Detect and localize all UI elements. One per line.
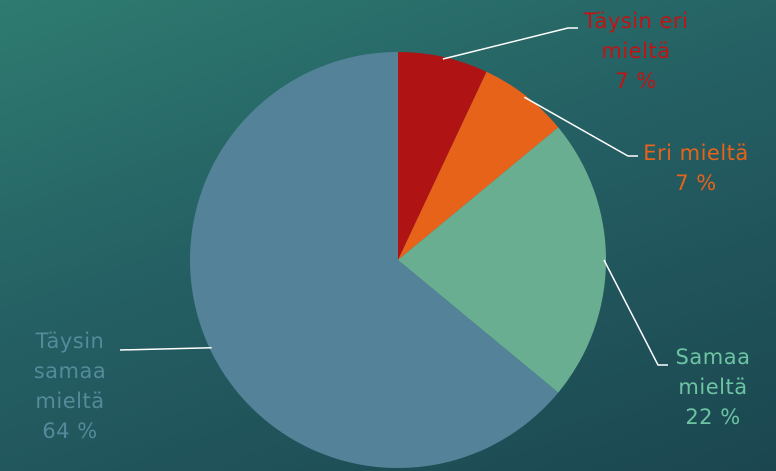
leader-line-samaa-mielta [603,259,668,366]
slice-label-taysin-eri-mielta: Täysin eri mieltä 7 % [583,9,689,93]
slice-label-line: mieltä [35,389,104,413]
leader-line-eri-mielta [523,96,638,157]
slice-percent-taysin-samaa-mielta: 64 % [42,419,97,443]
leader-lines-layer [119,27,668,366]
pie-slice-taysin-eri-mielta [398,52,487,260]
slice-label-line: samaa [34,359,107,383]
pie-slice-samaa-mielta [398,127,606,393]
slice-label-line: mieltä [601,39,670,63]
leader-line-taysin-eri-mielta [442,27,578,60]
slice-label-eri-mielta: Eri mieltä 7 % [643,141,749,195]
slices-layer [189,52,606,468]
slice-label-line: mieltä [678,375,747,399]
slice-label-line: Täysin eri [583,9,689,33]
slice-label-samaa-mielta: Samaa mieltä 22 % [676,345,751,429]
pie-slice-taysin-samaa-mielta [189,52,559,468]
leader-line-taysin-samaa-mielta [119,346,212,351]
slice-label-line: Eri mieltä [643,141,749,165]
pie-slice-eri-mielta [398,71,559,260]
slice-label-taysin-samaa-mielta: Täysin samaa mieltä 64 % [34,329,107,443]
slice-percent-samaa-mielta: 22 % [685,405,740,429]
slice-percent-taysin-eri-mielta: 7 % [615,69,657,93]
slice-percent-eri-mielta: 7 % [675,171,717,195]
labels-layer: Täysin eri mieltä 7 % Eri mieltä 7 % Samaa mie… [34,9,751,443]
slice-label-line: Samaa [676,345,751,369]
slice-label-line: Täysin [35,329,105,353]
